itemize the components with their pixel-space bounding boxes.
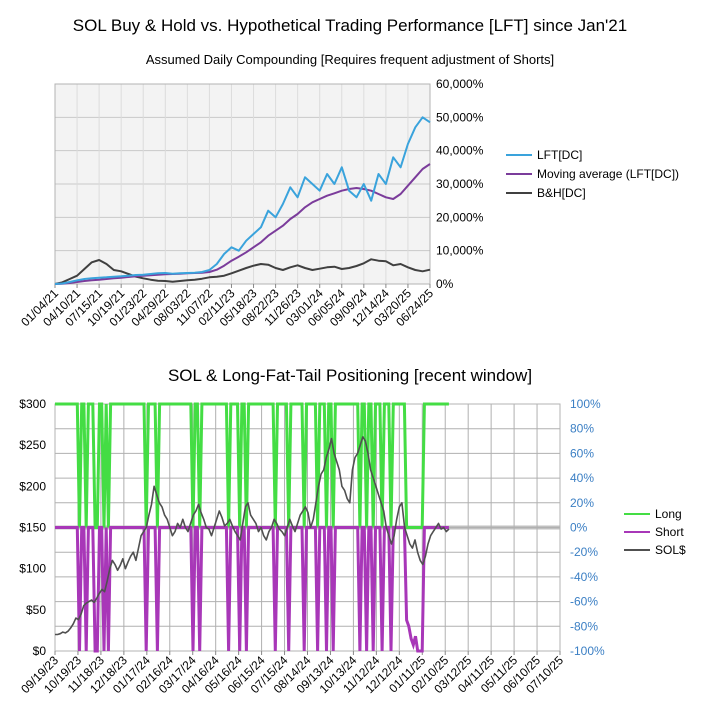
chart2-y-left-tick-label: $300 [19, 397, 46, 411]
chart2-legend: Long Short SOL$ [624, 507, 686, 557]
chart2-y-left-tick-label: $50 [26, 603, 46, 617]
chart2-series-line-short [55, 526, 449, 653]
chart2-y-right-tick-label: -20% [570, 545, 598, 559]
chart2-y-axis-right: -100% -80% -60% -40% -20% 0% 20% 40% 60% 80% 100% [570, 397, 605, 658]
chart2-y-right-tick-label: 100% [570, 397, 601, 411]
chart2-y-left-tick-label: $200 [19, 479, 46, 493]
chart2-y-axis-left: $0 $50 $100 $150 $200 $250 $300 [19, 397, 46, 658]
chart2-x-axis: 09/19/2310/19/2311/18/2312/18/2301/17/24… [18, 651, 566, 696]
chart1-series-line-1 [54, 163, 431, 285]
chart2-y-right-tick-label: 60% [570, 446, 594, 460]
chart2-legend-label: SOL$ [655, 543, 686, 557]
chart1-y-tick-label: 40,000% [436, 144, 484, 158]
chart2-y-right-tick-label: -80% [570, 619, 598, 633]
chart2-series-line-long [55, 402, 449, 529]
chart1-y-tick-label: 10,000% [436, 244, 484, 258]
chart2-y-right-tick-label: 80% [570, 422, 594, 436]
chart2-legend-label: Long [655, 507, 682, 521]
chart1-y-tick-label: 50,000% [436, 110, 484, 124]
chart2-y-right-tick-label: 20% [570, 496, 594, 510]
chart2-title: SOL & Long-Fat-Tail Positioning [recent … [168, 366, 532, 385]
chart2-y-right-tick-label: -40% [570, 570, 598, 584]
chart1-y-tick-label: 20,000% [436, 210, 484, 224]
chart1-y-tick-label: 30,000% [436, 177, 484, 191]
chart-performance: SOL Buy & Hold vs. Hypothetical Trading … [18, 16, 679, 329]
chart1-legend-label: B&H[DC] [537, 186, 586, 200]
chart2-y-left-tick-label: $100 [19, 562, 46, 576]
chart1-series [54, 116, 431, 285]
chart2-series-line-sol [55, 436, 450, 636]
chart1-y-tick-label: 60,000% [436, 77, 484, 91]
chart2-legend-label: Short [655, 525, 684, 539]
chart1-x-axis: 01/04/2104/10/2107/15/2110/19/2101/23/22… [18, 284, 436, 329]
chart2-y-right-tick-label: 0% [570, 521, 588, 535]
chart1-title: SOL Buy & Hold vs. Hypothetical Trading … [73, 16, 627, 35]
chart2-y-right-tick-label: 40% [570, 471, 594, 485]
chart1-frame [54, 83, 431, 285]
chart2-y-right-tick-label: -60% [570, 595, 598, 609]
chart2-y-left-tick-label: $250 [19, 438, 46, 452]
chart1-y-axis: 0% 10,000% 20,000% 30,000% 40,000% 50,000% 60,… [436, 77, 484, 291]
chart1-legend: LFT[DC] Moving average (LFT[DC]) B&H[DC] [506, 148, 679, 200]
chart1-legend-label: LFT[DC] [537, 148, 582, 162]
chart1-legend-label: Moving average (LFT[DC]) [537, 167, 679, 181]
chart1-y-tick-label: 0% [436, 277, 454, 291]
chart1-series-line-2 [54, 258, 431, 285]
chart2-series [55, 402, 450, 653]
chart2-y-left-tick-label: $0 [33, 644, 47, 658]
chart1-series-line-0 [54, 116, 431, 285]
chart1-subtitle: Assumed Daily Compounding [Requires freq… [146, 52, 554, 67]
chart2-y-left-tick-label: $150 [19, 521, 46, 535]
chart2-y-right-tick-label: -100% [570, 644, 605, 658]
chart-positioning: SOL & Long-Fat-Tail Positioning [recent … [18, 366, 686, 696]
